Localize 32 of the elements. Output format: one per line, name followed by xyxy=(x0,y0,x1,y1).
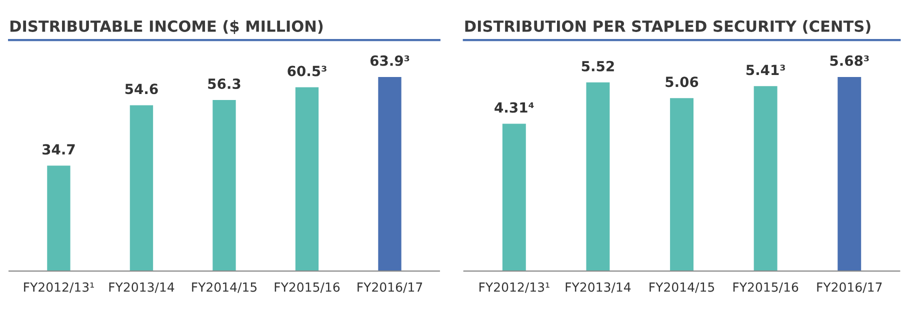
bar xyxy=(130,105,154,272)
x-tick-label: FY2016/17 xyxy=(817,282,882,293)
data-label: 5.52 xyxy=(582,60,614,72)
bar xyxy=(586,82,610,272)
bar xyxy=(502,124,526,272)
x-tick-label: FY2013/14 xyxy=(109,282,174,293)
bar xyxy=(47,166,70,272)
x-tick-label: FY2013/14 xyxy=(566,282,631,293)
x-tick-label: FY2015/16 xyxy=(733,282,798,293)
data-label: 54.6 xyxy=(125,84,158,94)
bar xyxy=(212,100,236,272)
x-tick-label: FY2015/16 xyxy=(274,282,340,293)
data-label: 63.9³ xyxy=(370,55,410,66)
data-label: 5.68³ xyxy=(830,55,869,66)
chart-title: DISTRIBUTION PER STAPLED SECURITY (CENTS) xyxy=(465,20,870,34)
x-tick-label: FY2012/13¹ xyxy=(480,282,550,293)
data-label: 5.41³ xyxy=(746,64,785,76)
x-tick-label: FY2016/17 xyxy=(358,282,422,293)
data-label: 60.5³ xyxy=(288,66,326,76)
data-label: 34.7 xyxy=(42,144,75,155)
data-label: 4.31⁴ xyxy=(494,102,534,113)
bar xyxy=(378,76,402,272)
bar xyxy=(754,86,778,272)
bar xyxy=(295,87,319,272)
data-label: 56.3 xyxy=(208,78,240,90)
chart-title: DISTRIBUTABLE INCOME ($ MILLION) xyxy=(10,20,323,34)
bar xyxy=(838,76,862,272)
data-label: 5.06 xyxy=(666,76,698,88)
x-tick-label: FY2014/15 xyxy=(192,282,257,293)
x-tick-label: FY2012/13¹ xyxy=(24,282,94,293)
x-tick-label: FY2014/15 xyxy=(650,282,714,293)
bar xyxy=(670,98,694,272)
